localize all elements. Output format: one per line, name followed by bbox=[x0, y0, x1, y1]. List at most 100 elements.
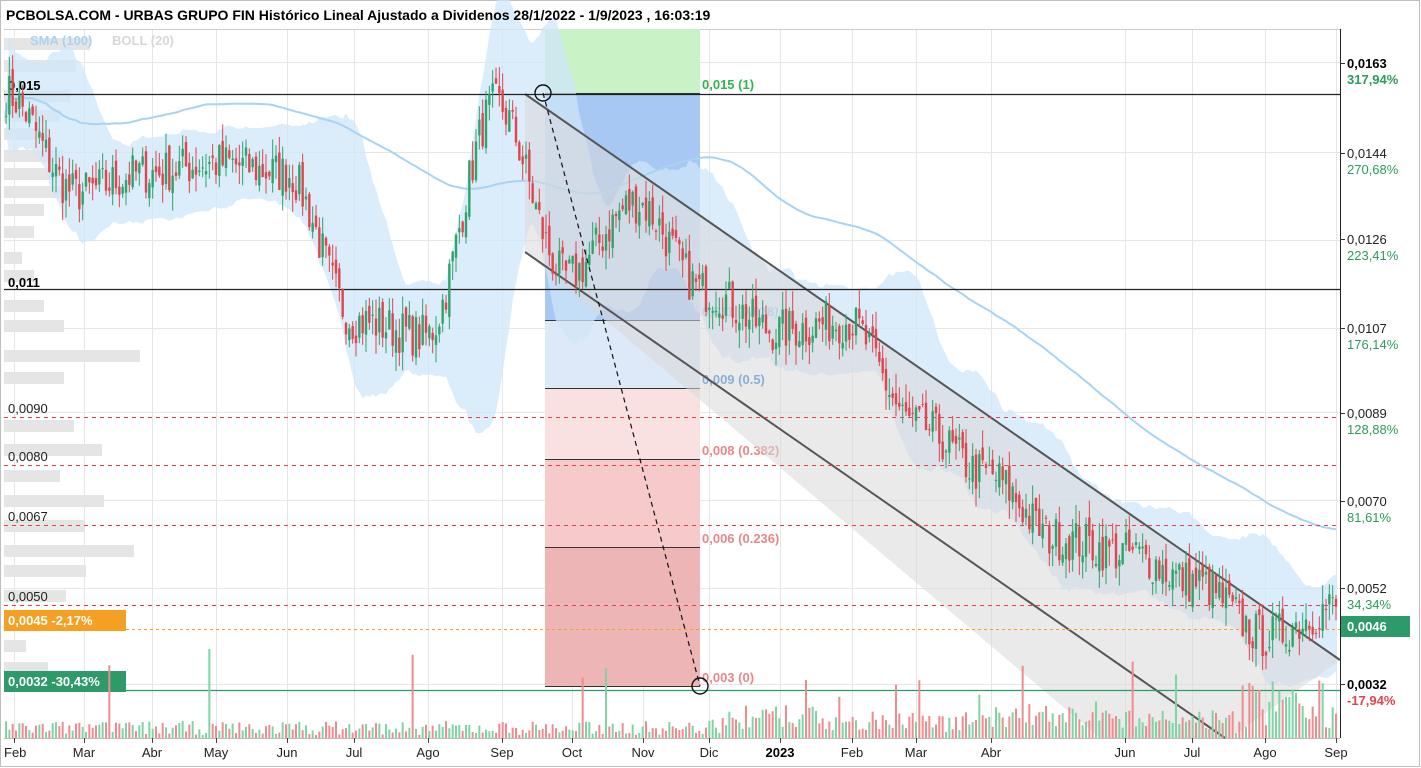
candle-body bbox=[188, 162, 191, 182]
candle-body bbox=[561, 247, 564, 254]
candle-body bbox=[668, 231, 671, 253]
candle-body bbox=[1284, 644, 1288, 647]
candle-body bbox=[828, 304, 831, 342]
volume-bar bbox=[268, 724, 271, 738]
volume-bar bbox=[511, 727, 514, 738]
candle-body bbox=[781, 309, 784, 324]
candle-body bbox=[944, 450, 948, 453]
candle-body bbox=[951, 429, 954, 442]
candle-body bbox=[961, 432, 964, 449]
candle-body bbox=[4, 116, 8, 118]
candle-body bbox=[844, 324, 848, 342]
horizontal-levels[interactable]: 0,015 0,011 0,0090 0,0080 0,0067 0,0050 0,0045… bbox=[4, 78, 1340, 692]
candle-body bbox=[174, 172, 178, 176]
candle-body bbox=[351, 326, 354, 339]
candle-body bbox=[578, 263, 581, 281]
candle-body bbox=[474, 141, 478, 181]
volume-bar bbox=[298, 721, 301, 738]
candle-body bbox=[158, 166, 161, 176]
candle-body bbox=[138, 163, 141, 174]
candle-body bbox=[834, 329, 838, 332]
volume-bar bbox=[595, 731, 597, 738]
fib-zone-5 bbox=[545, 547, 700, 686]
volume-bar bbox=[778, 718, 781, 738]
candle-body bbox=[1191, 573, 1194, 608]
candle-body bbox=[1234, 597, 1238, 600]
volume-bar bbox=[911, 712, 914, 738]
candle-body bbox=[731, 281, 734, 318]
x-tick-label: Feb bbox=[4, 745, 26, 760]
candle-body bbox=[1334, 598, 1338, 607]
candle-body bbox=[918, 406, 921, 410]
volume-bar bbox=[241, 730, 244, 738]
candle-body bbox=[11, 69, 14, 106]
candle-body bbox=[1094, 563, 1098, 567]
candle-body bbox=[1104, 536, 1108, 569]
volume-bar bbox=[741, 728, 744, 738]
candle-body bbox=[418, 324, 421, 350]
sma-path bbox=[5, 93, 1337, 531]
volume-bar bbox=[151, 728, 154, 738]
volume-bar bbox=[138, 725, 141, 738]
level-label: 0,015 bbox=[8, 78, 41, 93]
volume-bar bbox=[38, 724, 41, 738]
candle-body bbox=[238, 162, 241, 166]
candle-body bbox=[998, 463, 1001, 488]
x-tick-label: Jun bbox=[1115, 745, 1136, 760]
candle-body bbox=[1238, 600, 1241, 604]
volume-profile-bar bbox=[4, 495, 104, 507]
candle-body bbox=[571, 256, 574, 264]
volume-bar bbox=[971, 722, 974, 738]
volume-profile-bar bbox=[4, 252, 22, 264]
candle-body bbox=[128, 174, 131, 185]
candle-body bbox=[958, 437, 961, 440]
volume-bar bbox=[1031, 724, 1034, 738]
volume-bar bbox=[948, 717, 951, 738]
volume-bar bbox=[791, 723, 794, 738]
volume-bar bbox=[441, 726, 444, 738]
candle-body bbox=[194, 166, 198, 175]
candle-body bbox=[1158, 560, 1161, 579]
volume-bar bbox=[831, 730, 834, 738]
volume-bar bbox=[1278, 690, 1281, 738]
volume-bar bbox=[291, 729, 294, 738]
volume-bar bbox=[1271, 681, 1274, 738]
volume-bar bbox=[1171, 723, 1174, 738]
volume-bar bbox=[1085, 721, 1087, 738]
volume-bar bbox=[1301, 706, 1304, 738]
volume-bar bbox=[108, 665, 111, 738]
candle-body bbox=[1204, 571, 1208, 575]
candle-body bbox=[1044, 517, 1048, 519]
candle-body bbox=[514, 116, 518, 143]
candle-body bbox=[981, 447, 984, 461]
volume-bar bbox=[555, 728, 557, 738]
volume-bar bbox=[1188, 720, 1191, 738]
drawing-overlay[interactable] bbox=[534, 84, 709, 695]
volume-bar bbox=[701, 733, 704, 738]
candle-body bbox=[601, 246, 604, 251]
candle-body bbox=[101, 168, 104, 170]
candle-body bbox=[298, 164, 301, 195]
fib-level-label: 0,006 (0.236) bbox=[702, 531, 779, 546]
candle-body bbox=[691, 271, 694, 297]
volume-bar bbox=[885, 720, 887, 738]
candles[interactable] bbox=[4, 55, 1338, 671]
volume-bar bbox=[228, 728, 231, 738]
volume-bar bbox=[341, 729, 344, 738]
candle-body bbox=[921, 404, 924, 406]
volume-bar bbox=[1258, 689, 1261, 738]
volume-bar bbox=[258, 729, 261, 738]
candle-body bbox=[858, 308, 861, 319]
volume-bar bbox=[955, 716, 957, 738]
candle-body bbox=[404, 307, 408, 327]
volume-bar bbox=[1191, 716, 1194, 738]
volume-bar bbox=[855, 720, 857, 738]
candle-body bbox=[441, 299, 444, 324]
volume-bar bbox=[1205, 727, 1207, 738]
candle-body bbox=[1318, 628, 1321, 630]
candle-body bbox=[214, 162, 218, 175]
volume-bar bbox=[918, 680, 921, 738]
x-tick-label: Sep bbox=[490, 745, 513, 760]
